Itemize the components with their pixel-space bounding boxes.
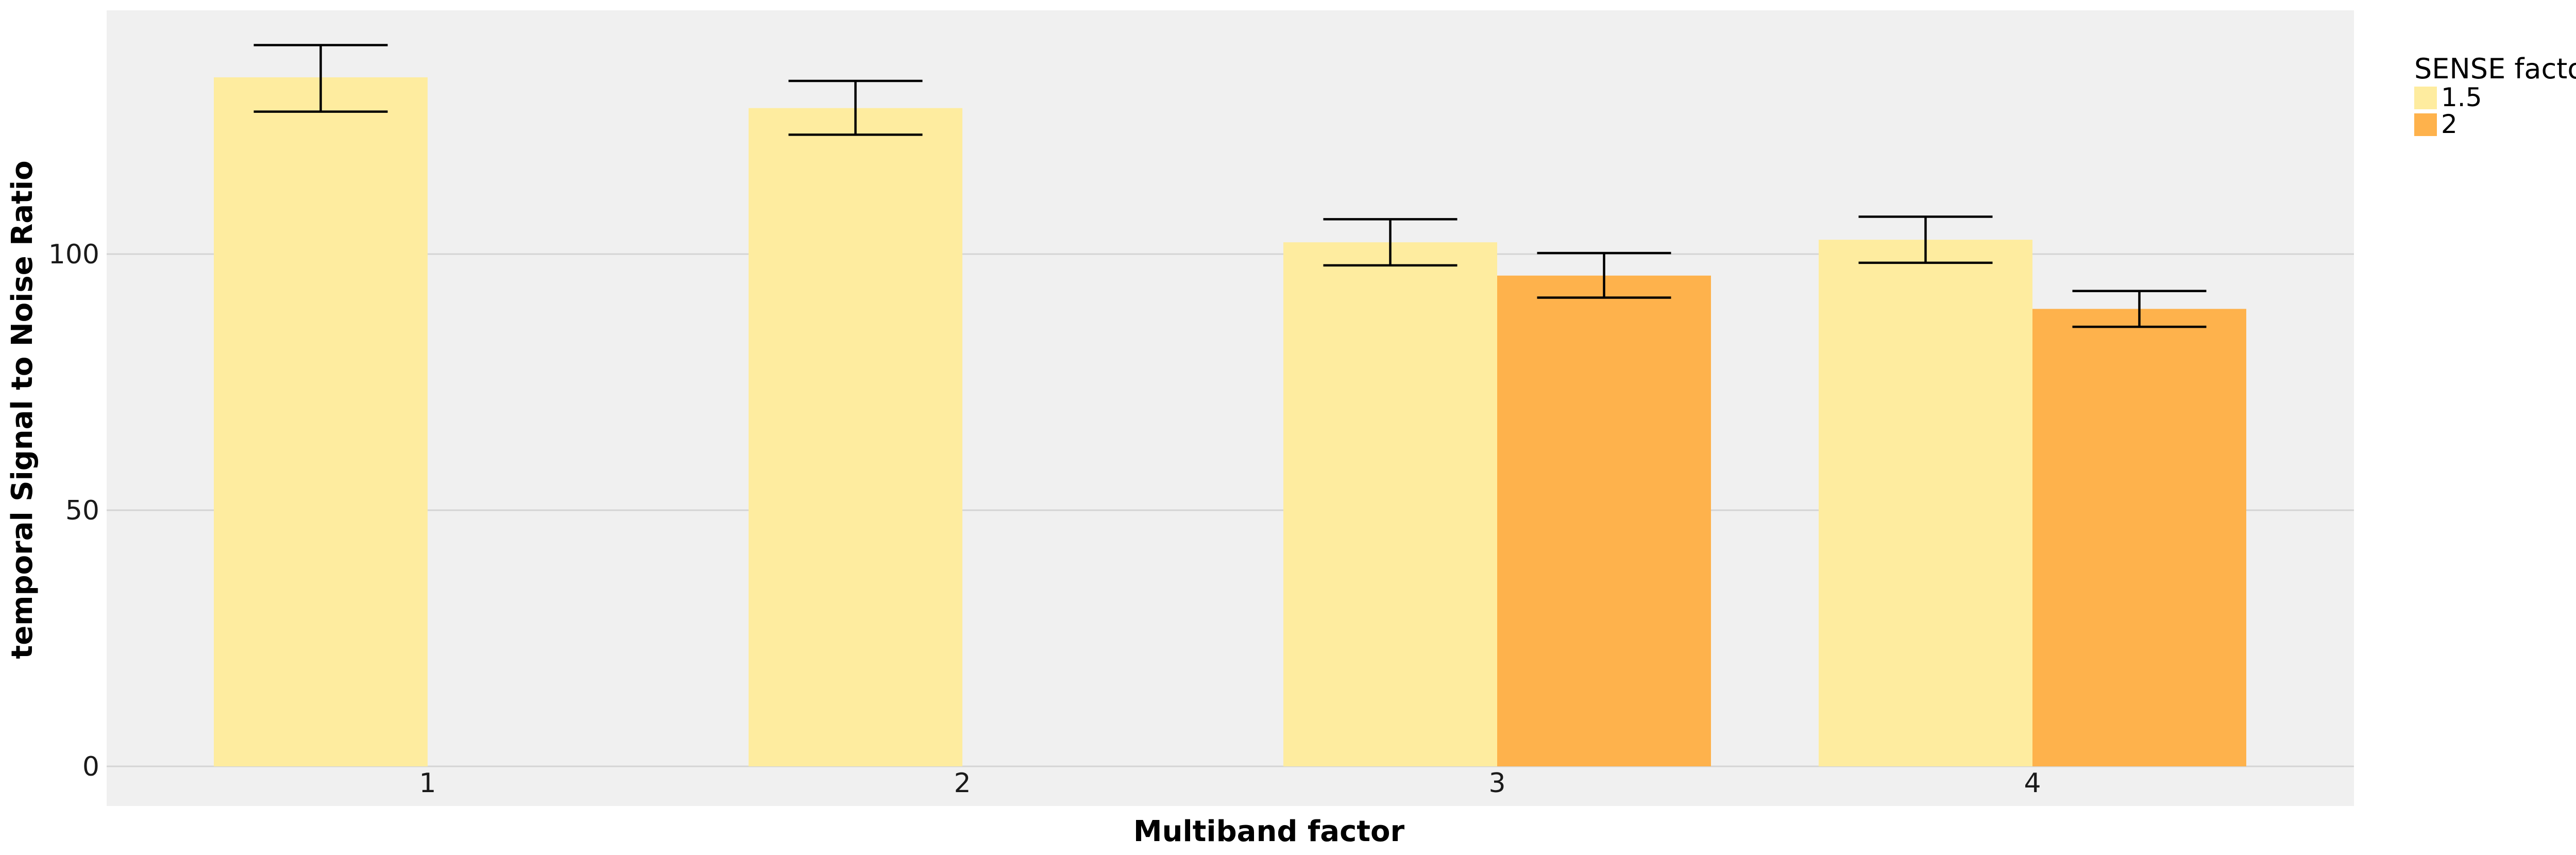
legend-label-1_5: 1.5 [2441,82,2482,112]
x-tick-labels: 1 2 3 4 [419,768,2041,799]
y-tick-label: 0 [82,751,99,782]
y-tick-labels: 0 50 100 [48,239,99,782]
error-bar-sense-1_5-mb-4 [1858,215,1993,264]
x-tick-label: 3 [1488,768,1505,799]
bars [214,77,2246,767]
x-axis-title: Multiband factor [1133,815,1405,848]
y-axis-title: temporal Signal to Noise Ratio [6,160,39,659]
y-tick-label: 100 [48,239,99,270]
x-tick-label: 4 [2024,768,2041,799]
error-bars [253,44,2207,328]
error-bar-sense-1_5-mb-3 [1323,218,1458,267]
legend-label-2: 2 [2441,109,2458,139]
error-bar-sense-2-mb-4 [2072,290,2207,328]
bar-sense-2-mb-3 [1497,275,1711,766]
bar-sense-2-mb-4 [2032,309,2246,766]
error-bar-sense-1_5-mb-1 [253,44,388,113]
bar-sense-1_5-mb-2 [749,108,962,767]
x-tick-label: 2 [954,768,971,799]
bar-sense-1_5-mb-3 [1283,242,1497,766]
legend-title: SENSE factor [2414,53,2576,85]
bar-sense-1_5-mb-4 [1819,240,2032,767]
legend: SENSE factor 1.52 [2414,53,2576,139]
error-bar-sense-2-mb-3 [1537,252,1671,299]
legend-swatch-2 [2414,113,2437,136]
error-bar-sense-1_5-mb-2 [788,79,923,136]
bar-sense-1_5-mb-1 [214,77,428,766]
legend-swatch-1_5 [2414,87,2437,109]
y-tick-label: 50 [65,495,99,526]
x-tick-label: 1 [419,768,436,799]
legend-items: 1.52 [2414,82,2482,139]
